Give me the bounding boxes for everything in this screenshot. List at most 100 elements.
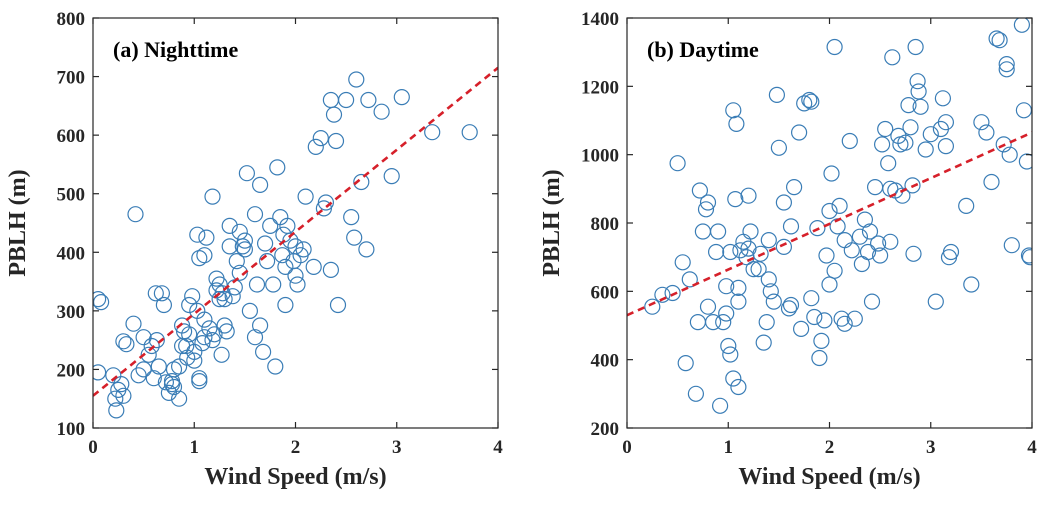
data-point	[735, 233, 752, 250]
data-point	[689, 314, 707, 331]
x-tick-label: 2	[825, 437, 835, 458]
data-point	[238, 165, 255, 182]
data-point	[218, 323, 235, 340]
data-point	[312, 130, 329, 147]
y-tick-label: 700	[57, 68, 86, 89]
data-point	[307, 138, 324, 155]
data-point	[236, 241, 253, 258]
data-point	[224, 288, 241, 305]
data-point	[315, 200, 332, 217]
data-point	[718, 278, 735, 295]
data-point	[1018, 153, 1032, 170]
data-point	[711, 397, 729, 414]
data-point	[806, 308, 823, 326]
data-point	[897, 134, 914, 151]
data-point	[93, 294, 110, 311]
data-point	[127, 206, 144, 223]
data-point	[118, 336, 135, 353]
data-point	[1013, 18, 1030, 33]
y-axis-label: PBLH (m)	[539, 169, 565, 276]
data-point	[669, 155, 686, 172]
panel-daytime: 0 1 2 3 4 200 400 600 800 1000 1200 1400 (b) Daytime…	[539, 9, 1037, 490]
x-tick-label: 1	[724, 437, 734, 458]
panel-title: (a) Nighttime	[113, 37, 238, 62]
data-point	[836, 315, 853, 332]
data-point	[917, 141, 934, 158]
data-point	[942, 243, 960, 261]
data-point	[383, 168, 400, 185]
scatter-points	[644, 18, 1032, 414]
data-point	[821, 202, 838, 220]
data-point	[674, 254, 691, 271]
data-point	[664, 284, 681, 302]
data-point	[393, 88, 410, 106]
data-point	[305, 258, 322, 275]
data-point	[873, 136, 891, 153]
data-point	[745, 261, 762, 278]
data-point	[348, 71, 365, 88]
data-point	[998, 61, 1015, 78]
data-point	[730, 378, 747, 396]
data-point	[715, 314, 732, 331]
data-point	[995, 136, 1012, 153]
regression-line	[627, 131, 1032, 317]
data-point	[863, 293, 881, 310]
data-point	[725, 102, 742, 119]
axes-frame	[92, 17, 499, 429]
data-point	[922, 126, 939, 143]
data-point	[758, 314, 775, 331]
x-tick-label: 3	[392, 437, 402, 458]
data-point	[816, 312, 833, 329]
data-point	[248, 276, 266, 293]
data-point	[221, 217, 238, 234]
data-point	[241, 302, 258, 319]
data-point	[325, 106, 343, 123]
data-point	[228, 253, 245, 270]
data-point	[143, 337, 160, 355]
data-point	[958, 197, 975, 214]
y-tick-label: 300	[57, 302, 86, 323]
data-point	[728, 115, 745, 133]
data-point	[856, 211, 874, 228]
data-point	[790, 124, 808, 141]
data-point	[910, 83, 927, 100]
data-point	[148, 332, 165, 349]
data-point	[171, 390, 188, 407]
data-point	[792, 320, 810, 337]
data-point	[727, 191, 744, 208]
data-point	[262, 217, 279, 234]
data-point	[1021, 249, 1032, 266]
data-point	[765, 293, 782, 310]
data-point	[900, 96, 917, 114]
data-point	[329, 296, 347, 314]
y-tick-label: 800	[591, 214, 620, 235]
data-point	[782, 218, 800, 235]
data-point	[801, 91, 818, 109]
data-point	[861, 223, 879, 240]
y-tick-label: 600	[57, 126, 86, 147]
data-point	[988, 30, 1005, 47]
data-point	[880, 155, 897, 172]
data-point	[287, 267, 304, 284]
data-point	[841, 132, 858, 150]
data-point	[998, 55, 1015, 73]
data-point	[677, 355, 694, 372]
data-point	[221, 238, 238, 255]
x-tick-label: 3	[926, 437, 936, 458]
data-point	[902, 119, 919, 136]
data-point	[843, 242, 860, 259]
data-point	[130, 367, 147, 384]
data-point	[246, 206, 264, 223]
data-point	[358, 241, 375, 258]
data-point	[213, 346, 230, 363]
data-point	[255, 343, 272, 360]
data-point	[252, 317, 269, 334]
data-point	[818, 247, 835, 264]
data-point	[257, 235, 274, 252]
data-point	[707, 243, 725, 261]
data-point	[153, 285, 170, 302]
data-point	[160, 384, 177, 401]
data-point	[277, 258, 294, 275]
data-point	[782, 296, 800, 314]
data-point	[927, 293, 944, 310]
